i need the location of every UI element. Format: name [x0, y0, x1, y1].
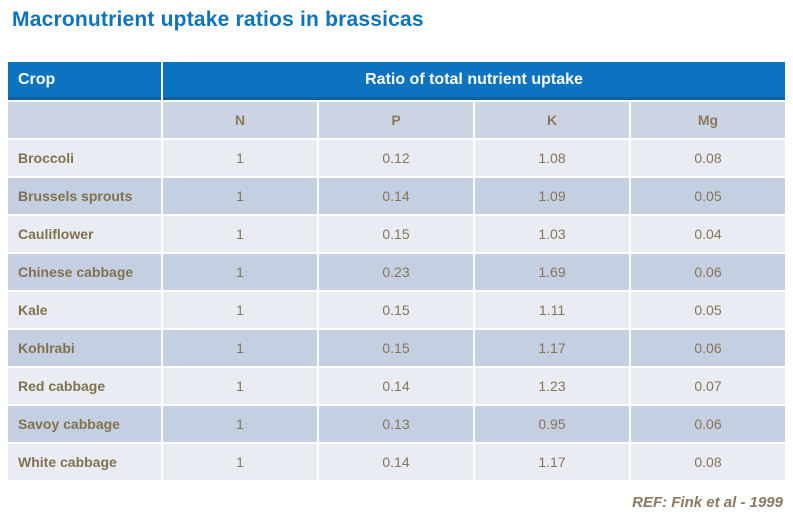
crop-name-cell: Broccoli — [8, 140, 161, 176]
crop-name-cell: White cabbage — [8, 444, 161, 480]
nutrient-table: Crop Ratio of total nutrient uptake N P … — [8, 62, 785, 480]
value-cell-n: 1 — [163, 368, 317, 404]
value-cell-p: 0.14 — [319, 368, 473, 404]
crop-name-cell: Red cabbage — [8, 368, 161, 404]
column-header-ratio: Ratio of total nutrient uptake — [163, 62, 785, 100]
value-cell-k: 1.03 — [475, 216, 629, 252]
page-title: Macronutrient uptake ratios in brassicas — [12, 8, 424, 31]
value-cell-mg: 0.04 — [631, 216, 785, 252]
value-cell-p: 0.14 — [319, 178, 473, 214]
value-cell-n: 1 — [163, 406, 317, 442]
value-cell-p: 0.15 — [319, 216, 473, 252]
crop-name-cell: Savoy cabbage — [8, 406, 161, 442]
crop-name-cell: Kohlrabi — [8, 330, 161, 366]
value-cell-mg: 0.07 — [631, 368, 785, 404]
value-cell-p: 0.13 — [319, 406, 473, 442]
crop-name-cell: Chinese cabbage — [8, 254, 161, 290]
value-cell-mg: 0.06 — [631, 330, 785, 366]
value-cell-k: 1.23 — [475, 368, 629, 404]
value-cell-mg: 0.05 — [631, 178, 785, 214]
subheader-n: N — [163, 102, 317, 138]
subheader-p: P — [319, 102, 473, 138]
value-cell-p: 0.12 — [319, 140, 473, 176]
value-cell-p: 0.14 — [319, 444, 473, 480]
value-cell-mg: 0.05 — [631, 292, 785, 328]
value-cell-n: 1 — [163, 178, 317, 214]
value-cell-n: 1 — [163, 330, 317, 366]
value-cell-k: 1.08 — [475, 140, 629, 176]
value-cell-k: 1.69 — [475, 254, 629, 290]
subheader-k: K — [475, 102, 629, 138]
reference-note: REF: Fink et al - 1999 — [632, 494, 783, 511]
value-cell-mg: 0.06 — [631, 254, 785, 290]
value-cell-n: 1 — [163, 216, 317, 252]
value-cell-k: 1.17 — [475, 330, 629, 366]
value-cell-n: 1 — [163, 444, 317, 480]
value-cell-n: 1 — [163, 140, 317, 176]
value-cell-p: 0.15 — [319, 330, 473, 366]
column-header-crop: Crop — [8, 62, 161, 100]
value-cell-mg: 0.08 — [631, 444, 785, 480]
value-cell-k: 1.17 — [475, 444, 629, 480]
subheader-empty-cell — [8, 102, 161, 138]
crop-name-cell: Brussels sprouts — [8, 178, 161, 214]
value-cell-mg: 0.08 — [631, 140, 785, 176]
subheader-mg: Mg — [631, 102, 785, 138]
value-cell-n: 1 — [163, 292, 317, 328]
crop-name-cell: Kale — [8, 292, 161, 328]
value-cell-n: 1 — [163, 254, 317, 290]
crop-name-cell: Cauliflower — [8, 216, 161, 252]
value-cell-p: 0.15 — [319, 292, 473, 328]
value-cell-k: 1.11 — [475, 292, 629, 328]
value-cell-k: 0.95 — [475, 406, 629, 442]
value-cell-mg: 0.06 — [631, 406, 785, 442]
value-cell-k: 1.09 — [475, 178, 629, 214]
value-cell-p: 0.23 — [319, 254, 473, 290]
